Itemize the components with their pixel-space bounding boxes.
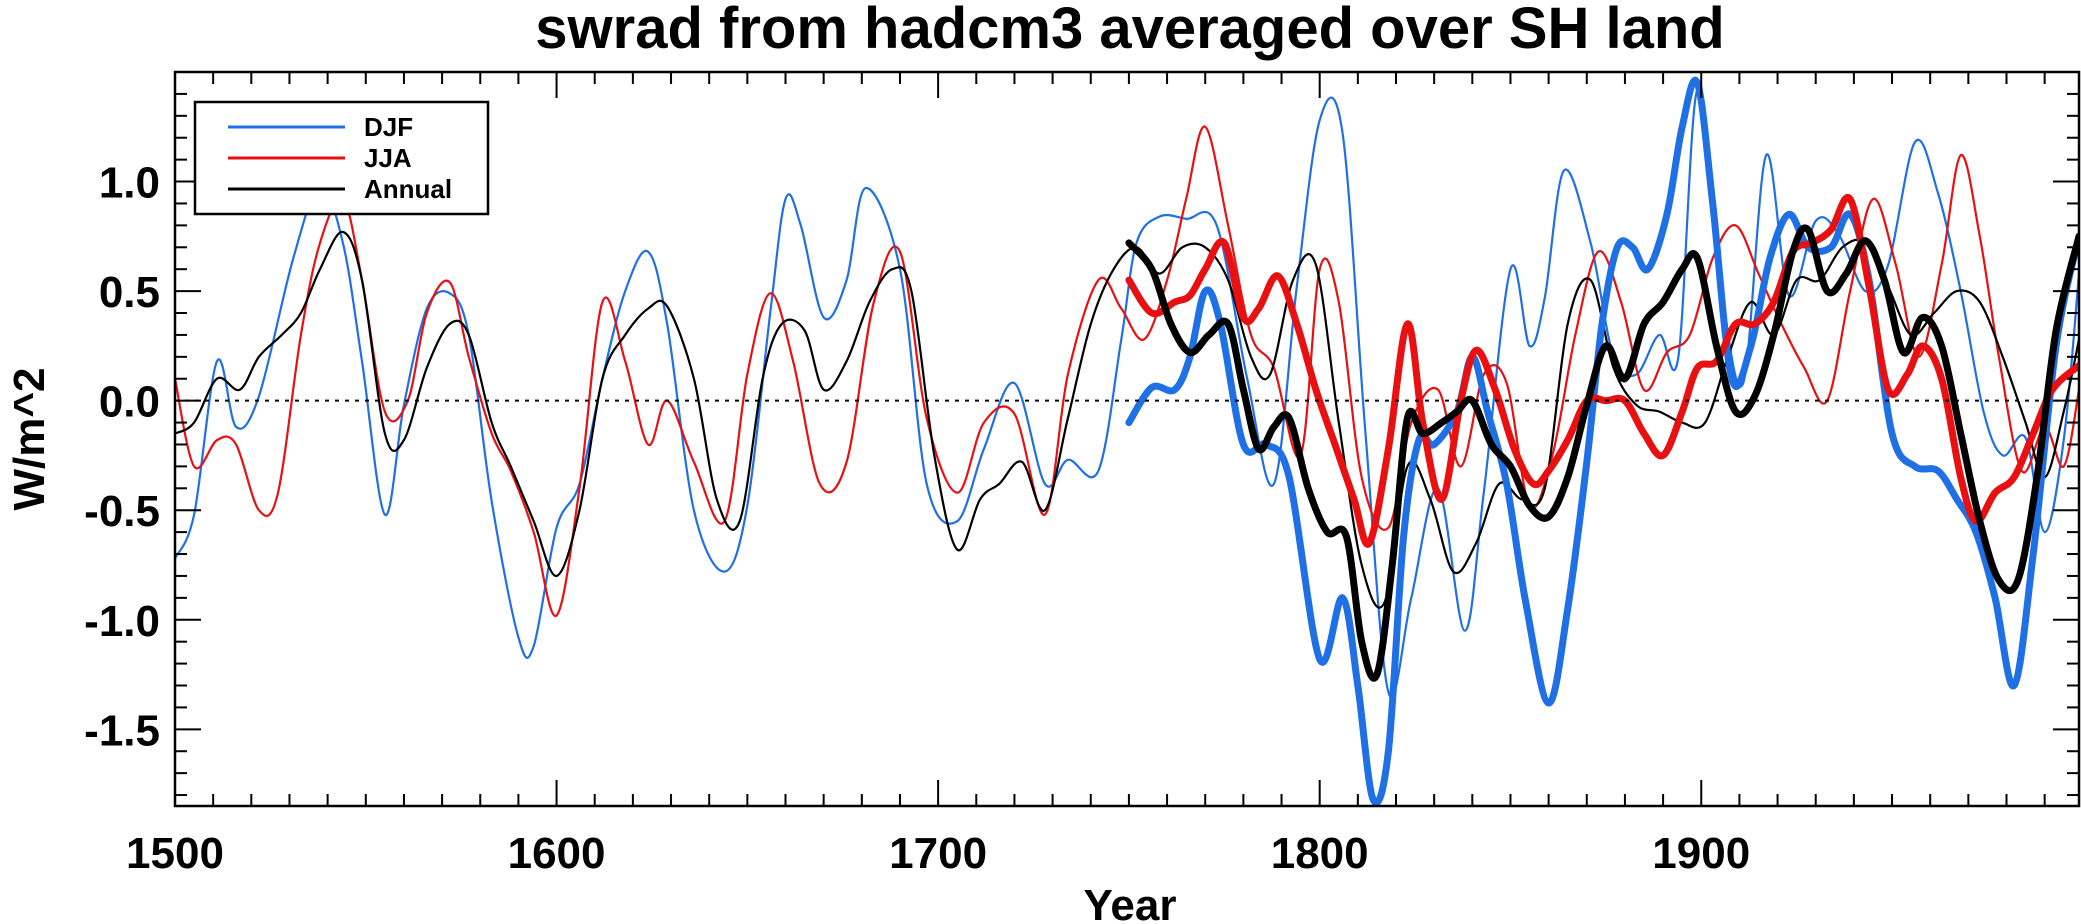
series-layer — [175, 76, 2079, 806]
x-tick-label: 1500 — [126, 829, 224, 878]
chart-title: swrad from hadcm3 averaged over SH land — [535, 0, 1724, 61]
series-line-djf — [175, 87, 2079, 699]
x-tick-label: 1900 — [1652, 829, 1750, 878]
legend-label-jja: JJA — [364, 143, 412, 173]
plot-frame — [173, 70, 2081, 808]
y-tick-label: 0.0 — [99, 378, 160, 427]
y-axis-label: W/m^2 — [5, 367, 54, 510]
x-tick-label: 1700 — [889, 829, 987, 878]
y-tick-label: 0.5 — [99, 268, 160, 317]
legend-label-djf: DJF — [364, 112, 413, 142]
ticks-layer: 1500 1600 1700 1800 1900 -1.5 -1.0 -0.5 0.0 0.5 1.… — [84, 72, 2079, 878]
y-tick-label: -1.0 — [84, 597, 160, 646]
series-line-annual-1750-2000 — [1125, 224, 2079, 682]
x-tick-label: 1600 — [508, 829, 606, 878]
y-tick-label: -1.5 — [84, 706, 160, 755]
series-line-djf-1750-2000 — [1125, 76, 2079, 806]
y-tick-label: -0.5 — [84, 487, 160, 536]
x-tick-label: 1800 — [1271, 829, 1369, 878]
legend: DJF JJA Annual — [193, 100, 490, 216]
series-line-annual — [175, 230, 2079, 609]
x-axis-label: Year — [1084, 881, 1177, 924]
y-tick-label: 1.0 — [99, 159, 160, 208]
legend-label-annual: Annual — [364, 174, 452, 204]
